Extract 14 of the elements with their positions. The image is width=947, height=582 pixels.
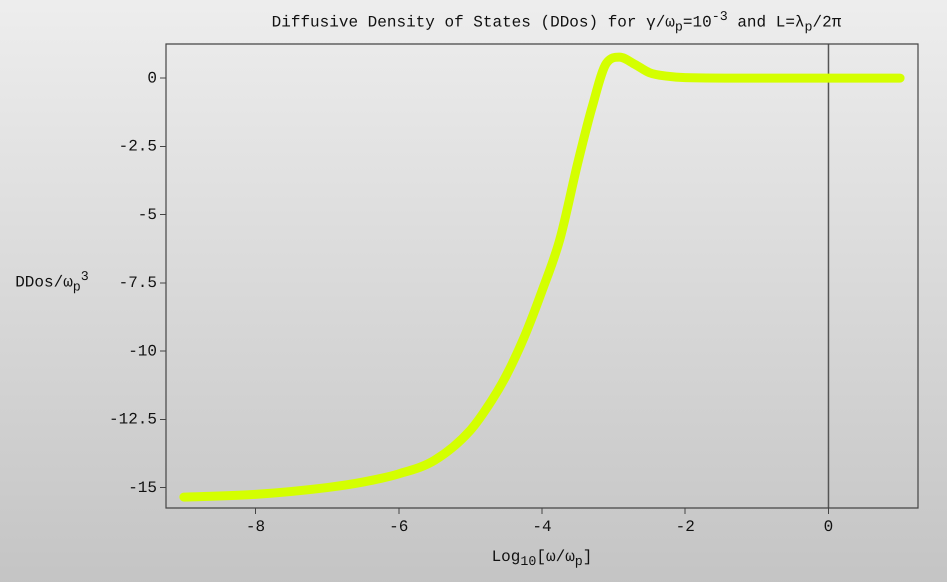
x-tick-label: -6 <box>389 518 408 536</box>
y-tick-label: -12.5 <box>108 410 157 429</box>
x-tick-label: -2 <box>676 518 695 536</box>
y-tick-label: -2.5 <box>118 138 157 156</box>
y-tick-label: -15 <box>128 478 157 497</box>
y-tick-label: -5 <box>138 206 157 224</box>
x-tick-label: 0 <box>824 518 834 536</box>
y-tick-label: -10 <box>128 342 157 360</box>
x-tick-label: -4 <box>532 518 552 536</box>
y-tick-label: 0 <box>147 69 157 88</box>
x-tick-label: -8 <box>246 518 266 536</box>
y-tick-label: -7.5 <box>118 274 157 292</box>
chart-title: Diffusive Density of States (DDos) for γ/ω$_{p}$=10$^{-3}$ and L=λ$_{p}$/2π <box>270 10 842 36</box>
x-axis-title: Log$_{10}$[ω/ω$_{p}$] <box>490 548 594 570</box>
